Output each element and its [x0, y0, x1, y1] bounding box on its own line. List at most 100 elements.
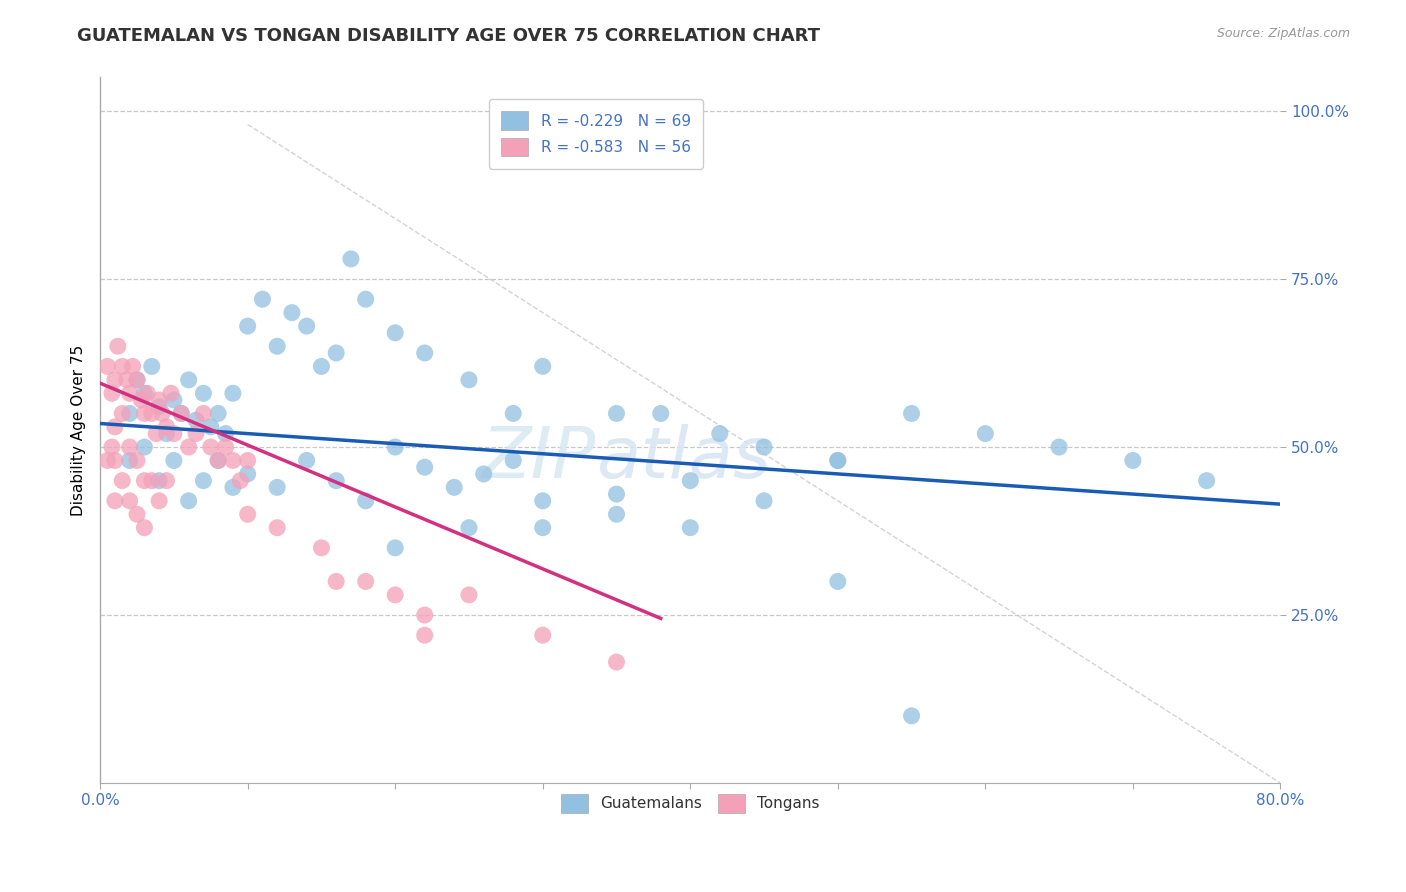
Point	[160, 386, 183, 401]
Point	[236, 467, 259, 481]
Point	[104, 453, 127, 467]
Point	[650, 406, 672, 420]
Point	[163, 453, 186, 467]
Point	[900, 406, 922, 420]
Point	[827, 453, 849, 467]
Point	[170, 406, 193, 420]
Text: Source: ZipAtlas.com: Source: ZipAtlas.com	[1216, 27, 1350, 40]
Point	[155, 474, 177, 488]
Point	[458, 521, 481, 535]
Point	[131, 392, 153, 407]
Point	[502, 406, 524, 420]
Text: atlas: atlas	[596, 424, 770, 493]
Point	[413, 460, 436, 475]
Point	[134, 386, 156, 401]
Point	[125, 453, 148, 467]
Point	[121, 359, 143, 374]
Point	[605, 655, 627, 669]
Y-axis label: Disability Age Over 75: Disability Age Over 75	[72, 344, 86, 516]
Point	[104, 493, 127, 508]
Point	[134, 474, 156, 488]
Text: GUATEMALAN VS TONGAN DISABILITY AGE OVER 75 CORRELATION CHART: GUATEMALAN VS TONGAN DISABILITY AGE OVER…	[77, 27, 820, 45]
Point	[974, 426, 997, 441]
Point	[458, 588, 481, 602]
Point	[170, 406, 193, 420]
Point	[384, 541, 406, 555]
Point	[679, 474, 702, 488]
Point	[141, 359, 163, 374]
Point	[200, 420, 222, 434]
Point	[148, 493, 170, 508]
Point	[605, 508, 627, 522]
Point	[295, 319, 318, 334]
Point	[148, 474, 170, 488]
Point	[827, 453, 849, 467]
Point	[136, 386, 159, 401]
Point	[222, 480, 245, 494]
Point	[134, 406, 156, 420]
Point	[148, 392, 170, 407]
Point	[531, 493, 554, 508]
Point	[679, 521, 702, 535]
Point	[214, 440, 236, 454]
Point	[111, 406, 134, 420]
Point	[134, 440, 156, 454]
Point	[1122, 453, 1144, 467]
Point	[311, 359, 333, 374]
Point	[325, 346, 347, 360]
Point	[148, 400, 170, 414]
Point	[96, 359, 118, 374]
Point	[281, 305, 304, 319]
Point	[96, 453, 118, 467]
Point	[413, 628, 436, 642]
Point	[229, 474, 252, 488]
Point	[266, 521, 288, 535]
Point	[531, 628, 554, 642]
Point	[118, 406, 141, 420]
Point	[118, 386, 141, 401]
Point	[177, 493, 200, 508]
Point	[413, 346, 436, 360]
Point	[384, 326, 406, 340]
Point	[900, 709, 922, 723]
Point	[266, 480, 288, 494]
Point	[340, 252, 363, 266]
Point	[709, 426, 731, 441]
Point	[145, 426, 167, 441]
Point	[252, 292, 274, 306]
Point	[163, 392, 186, 407]
Point	[125, 508, 148, 522]
Text: ZIP: ZIP	[481, 424, 596, 493]
Point	[413, 608, 436, 623]
Point	[531, 359, 554, 374]
Point	[193, 386, 215, 401]
Point	[222, 386, 245, 401]
Point	[111, 359, 134, 374]
Point	[177, 373, 200, 387]
Point	[295, 453, 318, 467]
Point	[163, 426, 186, 441]
Point	[266, 339, 288, 353]
Point	[107, 339, 129, 353]
Point	[104, 420, 127, 434]
Point	[118, 453, 141, 467]
Point	[101, 386, 124, 401]
Point	[193, 474, 215, 488]
Point	[236, 453, 259, 467]
Point	[125, 373, 148, 387]
Point	[150, 406, 173, 420]
Point	[236, 508, 259, 522]
Point	[752, 493, 775, 508]
Point	[184, 413, 207, 427]
Point	[354, 292, 377, 306]
Point	[605, 406, 627, 420]
Point	[384, 588, 406, 602]
Point	[236, 319, 259, 334]
Point	[325, 474, 347, 488]
Point	[125, 373, 148, 387]
Point	[1047, 440, 1070, 454]
Point	[354, 493, 377, 508]
Point	[141, 406, 163, 420]
Point	[111, 474, 134, 488]
Point	[207, 406, 229, 420]
